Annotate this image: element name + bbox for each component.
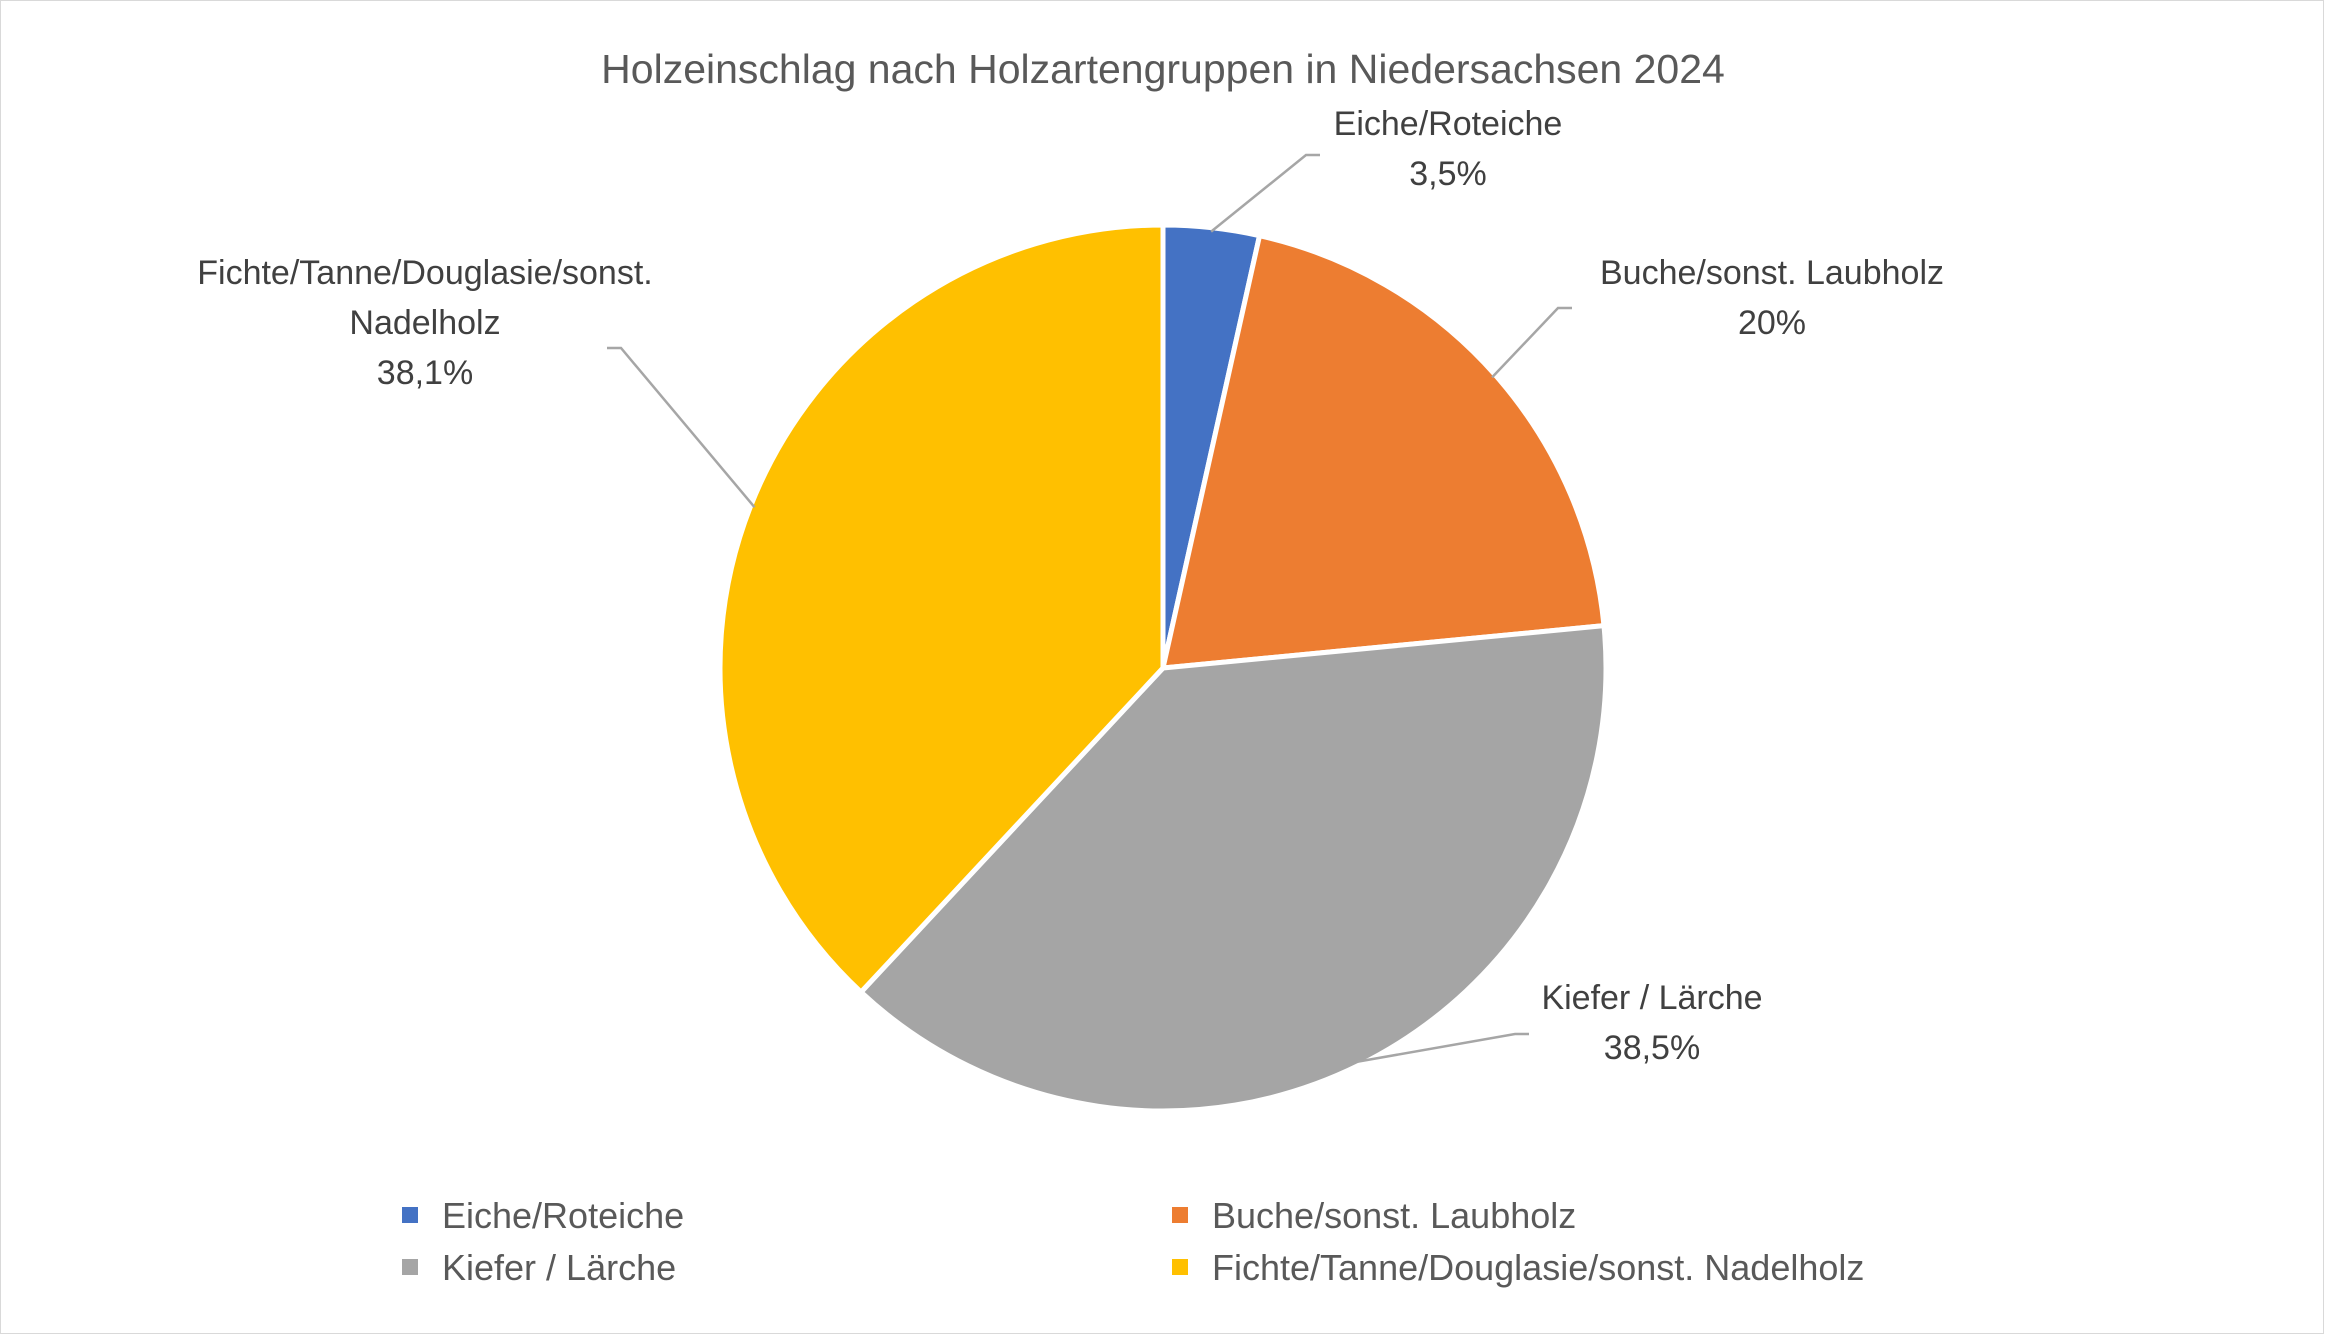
leader-line-buche-sonst-laubholz	[1491, 306, 1572, 379]
pie-slice-fichte-tanne-douglasie-sonst-nadelholz	[717, 222, 1166, 995]
legend-item-eiche-roteiche: Eiche/Roteiche	[402, 1195, 684, 1236]
legend: Eiche/Roteiche Buche/sonst. Laubholz Kiefe…	[402, 1195, 1864, 1288]
pie-slice-kiefer-l-rche	[858, 623, 1609, 1114]
chart-title: Holzeinschlag nach Holzartengruppen in N…	[601, 46, 1725, 92]
legend-label-fichte-tanne-douglasie-sonst-nadelholz: Fichte/Tanne/Douglasie/sonst. Nadelholz	[1212, 1247, 1864, 1288]
legend-item-kiefer-l-rche: Kiefer / Lärche	[402, 1247, 676, 1288]
legend-swatch-fichte-tanne-douglasie-sonst-nadelholz	[1172, 1259, 1188, 1275]
legend-item-fichte-tanne-douglasie-sonst-nadelholz: Fichte/Tanne/Douglasie/sonst. Nadelholz	[1172, 1247, 1864, 1288]
legend-label-eiche-roteiche: Eiche/Roteiche	[442, 1195, 684, 1236]
legend-item-buche-sonst-laubholz: Buche/sonst. Laubholz	[1172, 1195, 1576, 1236]
legend-swatch-eiche-roteiche	[402, 1207, 418, 1223]
leader-line-kiefer-l-rche	[1356, 1032, 1529, 1063]
leader-lines	[607, 153, 1572, 1063]
legend-swatch-buche-sonst-laubholz	[1172, 1207, 1188, 1223]
data-label-buche-sonst-laubholz-line-1: Buche/sonst. Laubholz	[1600, 254, 1944, 292]
leader-line-fichte-tanne-douglasie-sonst-nadelholz	[607, 346, 756, 508]
data-label-fichte-tanne-douglasie-sonst-nadelholz-line-3: 38,1%	[377, 354, 473, 392]
data-label-buche-sonst-laubholz-line-2: 20%	[1738, 304, 1806, 342]
data-label-eiche-roteiche-line-2: 3,5%	[1409, 155, 1487, 193]
legend-swatch-kiefer-l-rche	[402, 1259, 418, 1275]
data-label-eiche-roteiche-line-1: Eiche/Roteiche	[1334, 105, 1563, 143]
legend-label-kiefer-l-rche: Kiefer / Lärche	[442, 1247, 676, 1288]
data-label-kiefer-l-rche-line-2: 38,5%	[1604, 1029, 1700, 1067]
legend-label-buche-sonst-laubholz: Buche/sonst. Laubholz	[1212, 1195, 1576, 1236]
data-label-fichte-tanne-douglasie-sonst-nadelholz-line-2: Nadelholz	[349, 304, 500, 342]
leader-line-eiche-roteiche	[1210, 153, 1320, 233]
data-label-kiefer-l-rche-line-1: Kiefer / Lärche	[1541, 979, 1762, 1017]
data-labels: Eiche/Roteiche 3,5% Buche/sonst. Laubholz 2…	[197, 105, 1944, 1067]
pie-slices	[717, 222, 1609, 1114]
data-label-fichte-tanne-douglasie-sonst-nadelholz-line-1: Fichte/Tanne/Douglasie/sonst.	[197, 254, 652, 292]
